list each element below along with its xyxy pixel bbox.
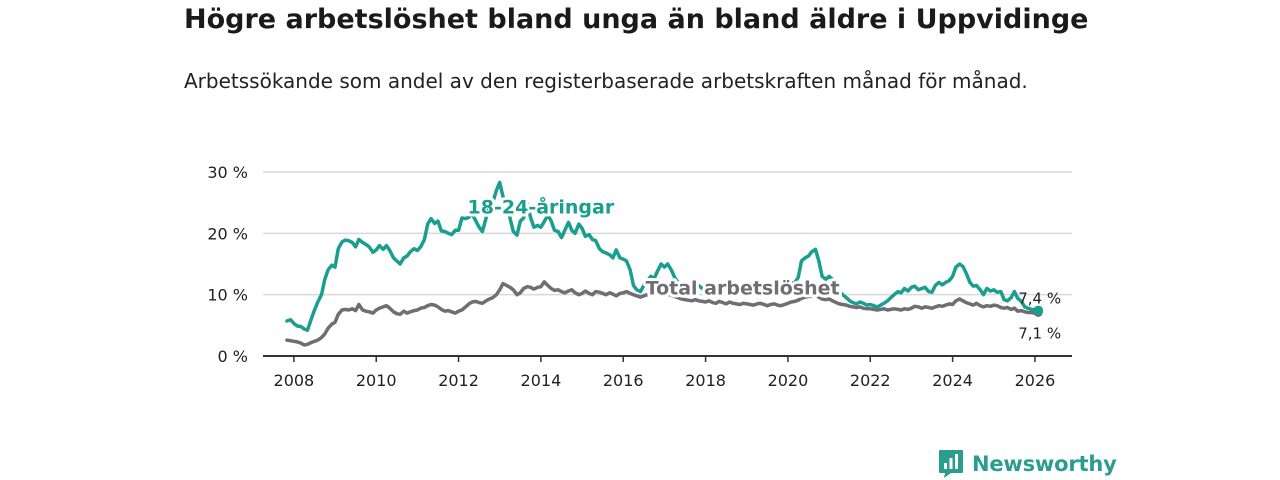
endpoint-youth bbox=[1033, 305, 1044, 316]
end-label-youth: 7,4 % bbox=[1018, 290, 1061, 308]
chart-title: Högre arbetslöshet bland unga än bland ä… bbox=[184, 4, 1089, 35]
x-tick-label: 2008 bbox=[274, 371, 315, 390]
y-tick-label: 0 % bbox=[218, 347, 248, 366]
x-tick-label: 2022 bbox=[850, 371, 891, 390]
x-tick-label: 2016 bbox=[603, 371, 644, 390]
y-tick-label: 10 % bbox=[207, 286, 248, 305]
y-axis: 0 % 10 % 20 % 30 % bbox=[207, 163, 248, 366]
series-label-youth: 18-24-åringar bbox=[468, 195, 615, 219]
y-tick-label: 30 % bbox=[207, 163, 248, 182]
series-lines bbox=[285, 180, 1044, 347]
x-tick-label: 2014 bbox=[521, 371, 562, 390]
x-axis: 2008 2010 2012 2014 2016 2018 2020 2022 2024 2026 bbox=[263, 355, 1072, 390]
brand-name: Newsworthy bbox=[972, 452, 1117, 476]
end-label-total: 7,1 % bbox=[1018, 324, 1061, 342]
series-line-youth bbox=[285, 180, 1040, 332]
annotations: 7,4 % 7,1 % 18-24-åringar Total arbetslöshe… bbox=[465, 192, 1062, 343]
y-tick-label: 20 % bbox=[207, 224, 248, 243]
x-tick-label: 2024 bbox=[932, 371, 973, 390]
chart-subtitle: Arbetssökande som andel av den registerb… bbox=[184, 69, 1028, 93]
x-tick-label: 2020 bbox=[768, 371, 809, 390]
series-line-total bbox=[285, 280, 1040, 347]
x-tick-label: 2010 bbox=[356, 371, 397, 390]
brand[interactable]: Newsworthy bbox=[938, 449, 1117, 479]
x-tick-label: 2026 bbox=[1015, 371, 1056, 390]
newsworthy-logo-icon bbox=[939, 450, 963, 478]
x-tick-label: 2012 bbox=[438, 371, 479, 390]
series-label-total: Total arbetslöshet bbox=[646, 278, 840, 300]
x-tick-label: 2018 bbox=[685, 371, 726, 390]
